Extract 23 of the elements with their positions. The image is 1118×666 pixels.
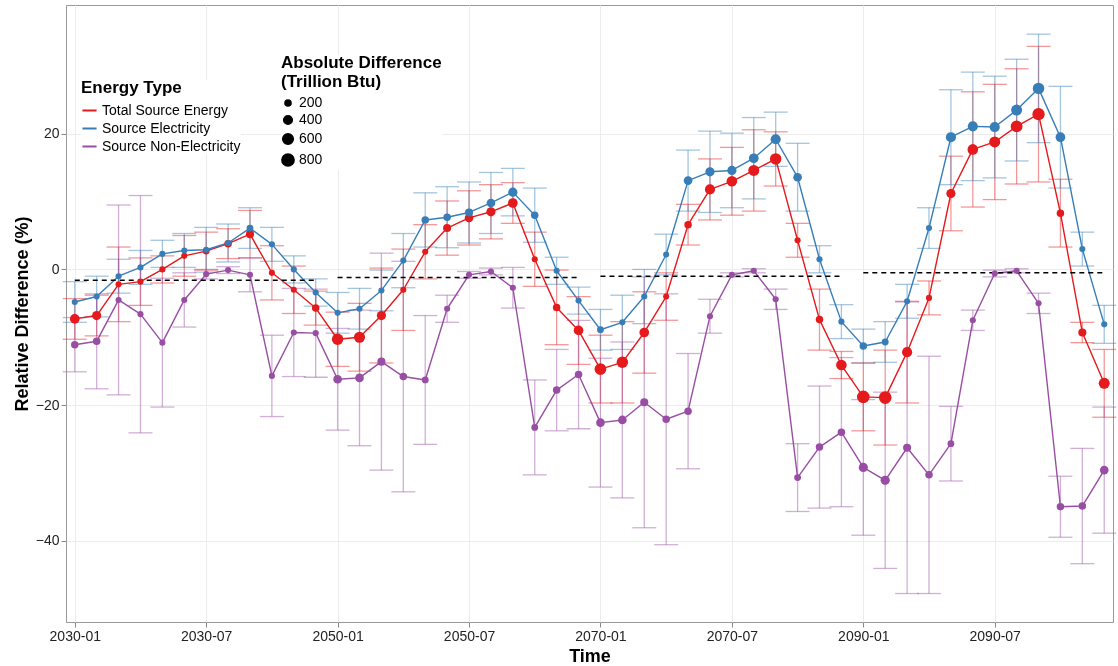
x-tick-label: 2090-01	[838, 627, 890, 644]
legend-label: 400	[299, 111, 323, 127]
x-axis-title: Time	[569, 645, 611, 666]
text: Absolute Difference (Trillion Btu)	[281, 53, 442, 91]
y-tick-label: 20	[43, 125, 60, 142]
text: Energy Type	[81, 78, 182, 97]
y-tick-label: −40	[35, 532, 60, 549]
legend-label: Total Source Energy	[102, 101, 229, 118]
x-tick-label: 2050-01	[312, 627, 364, 644]
y-axis-title: Relative Difference (%)	[11, 216, 32, 412]
x-tick-label: 2050-07	[443, 627, 496, 644]
x-tick-label: 2070-01	[575, 627, 627, 644]
y-tick-label: −20	[35, 396, 60, 413]
legend-label: Source Electricity	[102, 119, 211, 136]
legend-label: 600	[299, 130, 323, 146]
legend-label: Source Non-Electricity	[102, 137, 241, 154]
x-tick-label: 2090-07	[969, 627, 1022, 644]
x-tick-label: 2070-07	[706, 627, 759, 644]
x-tick-label: 2030-07	[180, 627, 233, 644]
y-tick-label: 0	[51, 260, 60, 277]
legend-label: 800	[299, 151, 323, 167]
legend-label: 200	[299, 94, 323, 110]
x-tick-label: 2030-01	[49, 627, 102, 644]
